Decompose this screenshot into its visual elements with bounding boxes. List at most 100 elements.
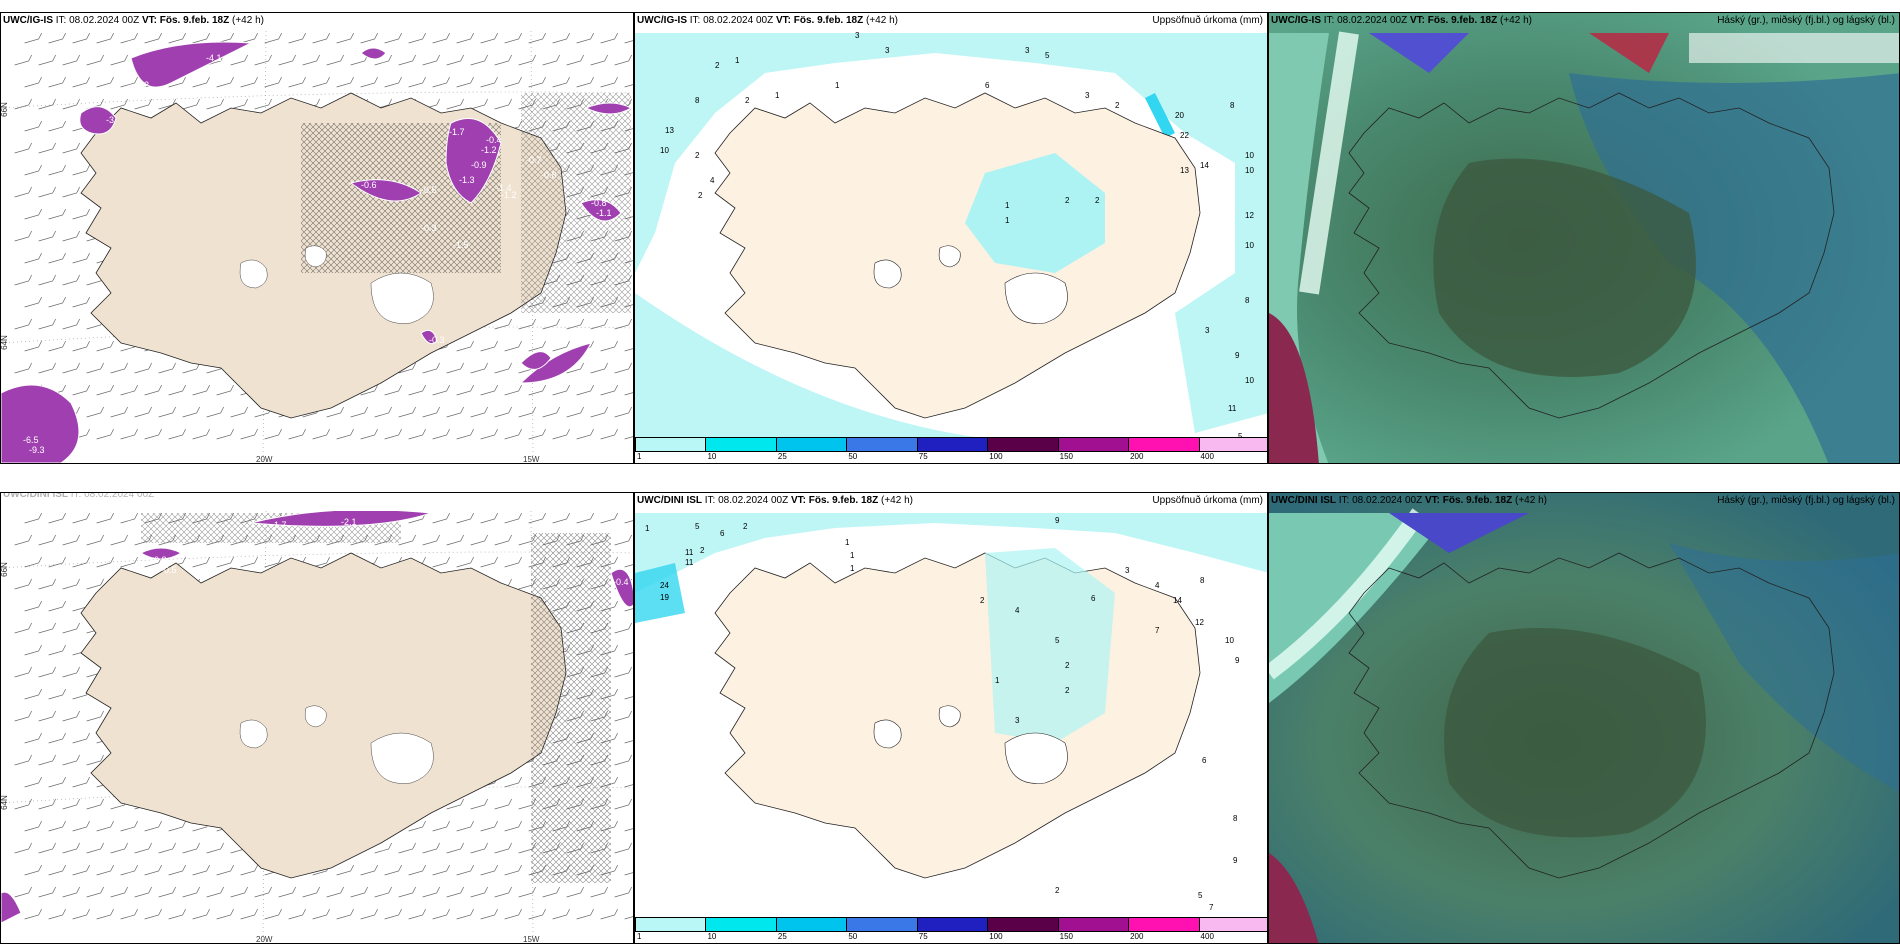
precip-value-label: 2 xyxy=(1055,886,1060,895)
lat-label-66n: 66N xyxy=(0,562,9,577)
panel-subtitle: Uppsöfnuð úrkoma (mm) xyxy=(1152,15,1263,26)
precip-value-label: 2 xyxy=(1065,196,1070,205)
precip-value-label: -0.8 xyxy=(151,555,167,565)
precip-value-label: 6 xyxy=(1091,594,1096,603)
precip-value-label: 10 xyxy=(1245,151,1254,160)
precip-value-label: -0.5 xyxy=(161,565,177,575)
precip-value-label: -0.7 xyxy=(526,155,542,165)
colorbar-segment xyxy=(635,437,707,452)
precip-value-label: 11 xyxy=(1228,404,1237,413)
precip-value-label: 2 xyxy=(980,596,985,605)
panel-title: UWC/DINI ISL IT: 08.02.2024 00Z VT: Fös.… xyxy=(637,495,913,506)
lon-label-20w: 20W xyxy=(256,455,273,464)
precip-value-label: 1 xyxy=(995,676,1000,685)
precip-value-label: -6.5 xyxy=(23,435,39,445)
panel-title: UWC/IG-IS IT: 08.02.2024 00Z VT: Fös. 9.… xyxy=(1271,15,1532,26)
precip-value-label: 3 xyxy=(1085,91,1090,100)
precip-value-label: 6 xyxy=(985,81,990,90)
precip-value-label: 11 xyxy=(685,548,694,557)
precip-value-label: -1.3 xyxy=(459,175,475,185)
precip-value-label: 5 xyxy=(1045,51,1050,60)
colorbar-tick-label: 1 xyxy=(637,452,642,461)
precip-value-label: 10 xyxy=(1245,241,1254,250)
precip-value-label: 2 xyxy=(743,522,748,531)
colorbar-tick-label: 400 xyxy=(1200,932,1214,941)
colorbar-segment xyxy=(635,917,707,932)
precip-value-label: 1 xyxy=(850,551,855,560)
colorbar-segment xyxy=(916,437,989,452)
precip-colorbar: 1 10 25 50 75 100 150 200 400 xyxy=(635,917,1267,943)
precip-value-label: -1.7 xyxy=(449,127,465,137)
precip-value-label: 3 xyxy=(1025,46,1030,55)
precip-value-label: 1 xyxy=(1005,201,1010,210)
precip-value-label: -0.6 xyxy=(361,180,377,190)
panel-title: UWC/IG-IS IT: 08.02.2024 00Z VT: Fös. 9.… xyxy=(637,15,898,26)
precip-value-label: 2 xyxy=(695,151,700,160)
precip-value-label: -1.5 xyxy=(453,240,469,250)
precip-value-label: 10 xyxy=(1245,166,1254,175)
panel-dini-wind: UWC/DINI ISL IT: 08.02.2024 00Z -1.7 -2.1… xyxy=(0,492,634,944)
precip-value-label: -2.1 xyxy=(341,517,357,527)
precip-value-label: 13 xyxy=(1180,166,1189,175)
precip-value-label: 8 xyxy=(1230,101,1235,110)
panel-subtitle: Háský (gr.), miðský (fj.bl.) og lágský (… xyxy=(1717,15,1895,26)
colorbar-tick-label: 10 xyxy=(707,932,717,941)
precip-value-label: -0.9 xyxy=(471,160,487,170)
colorbar-segment xyxy=(775,437,848,452)
precip-value-label: -0.4 xyxy=(613,577,629,587)
iceland-outline xyxy=(1348,92,1835,419)
colorbar-segment xyxy=(705,437,777,452)
precip-value-label: -1.2 xyxy=(481,145,497,155)
lon-label-15w: 15W xyxy=(523,935,540,944)
precip-value-label: 12 xyxy=(1195,618,1204,627)
colorbar-tick-label: 50 xyxy=(848,452,858,461)
precip-value-label: 1 xyxy=(850,564,855,573)
precip-value-label: 3 xyxy=(1125,566,1130,575)
panel-dini-precip: UWC/DINI ISL IT: 08.02.2024 00Z VT: Fös.… xyxy=(634,492,1268,944)
colorbar-segment xyxy=(705,917,777,932)
colorbar-tick-label: 50 xyxy=(848,932,858,941)
precip-value-label: 20 xyxy=(1175,111,1184,120)
colorbar-tick-label: 150 xyxy=(1059,452,1074,461)
colorbar-segment xyxy=(1057,917,1130,932)
precip-value-label: 14 xyxy=(1173,596,1182,605)
colorbar-tick-label: 200 xyxy=(1130,452,1144,461)
colorbar-tick-label: 100 xyxy=(989,932,1003,941)
panel-dini-clouds: UWC/DINI ISL IT: 08.02.2024 00Z VT: Fös.… xyxy=(1268,492,1900,944)
precip-value-label: 2 xyxy=(1095,196,1100,205)
precip-value-label: 10 xyxy=(660,146,669,155)
lat-label-64n: 64N xyxy=(0,335,9,350)
colorbar-segment xyxy=(1128,917,1200,932)
precip-value-label: 1 xyxy=(775,91,780,100)
precip-value-label: 2 xyxy=(700,546,705,555)
precip-colorbar: 1 10 25 50 75 100 150 200 400 xyxy=(635,437,1267,463)
precip-value-label: 14 xyxy=(1200,161,1209,170)
panel-title: UWC/DINI ISL IT: 08.02.2024 00Z xyxy=(3,492,155,500)
colorbar-tick-label: 25 xyxy=(777,452,787,461)
precip-value-label: 2 xyxy=(698,191,703,200)
colorbar-segment xyxy=(1057,437,1130,452)
precip-value-label: 3 xyxy=(885,46,890,55)
precip-value-label: 10 xyxy=(1245,376,1254,385)
precip-value-label: 5 xyxy=(1055,636,1060,645)
precip-value-label: -4.1 xyxy=(206,53,222,63)
cloud-map xyxy=(1269,493,1899,943)
precip-value-label: 9 xyxy=(1235,656,1240,665)
precip-value-label: -9.3 xyxy=(29,445,45,455)
precip-value-label: 1 xyxy=(845,538,850,547)
precip-value-label: 8 xyxy=(1233,814,1238,823)
iceland-outline xyxy=(1348,552,1835,879)
precip-value-label: -0.3 xyxy=(429,335,445,345)
precip-value-label: 22 xyxy=(1180,131,1189,140)
panel-igis-clouds: UWC/IG-IS IT: 08.02.2024 00Z VT: Fös. 9.… xyxy=(1268,12,1900,464)
wind-map: -1.7 -2.1 -0.8-0.5 -0.4 -1.4 xyxy=(1,493,633,943)
precip-value-label: 2 xyxy=(1065,661,1070,670)
colorbar-segment xyxy=(987,917,1059,932)
colorbar-segment xyxy=(846,437,918,452)
lon-label-15w: 15W xyxy=(523,455,540,464)
colorbar-tick-label: 10 xyxy=(707,452,717,461)
precip-value-label: 2 xyxy=(1115,101,1120,110)
precip-value-label: -1.1 xyxy=(596,208,612,218)
precip-value-label: 5 xyxy=(1238,432,1243,441)
